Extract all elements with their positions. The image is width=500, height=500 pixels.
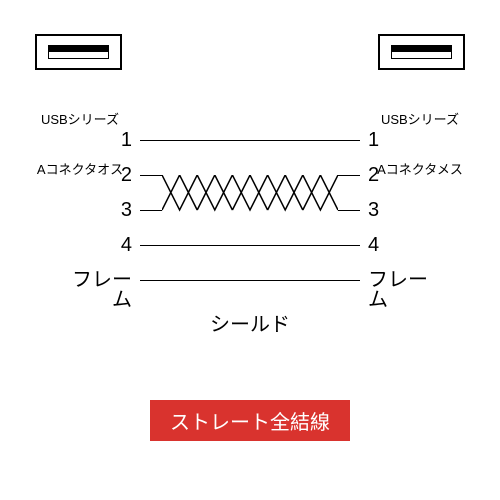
pin-label-left-2: 3 xyxy=(72,200,132,220)
wire-twist-stub-left-0 xyxy=(140,175,162,176)
pin-label-right-2: 3 xyxy=(368,200,428,220)
pin-label-left-1: 2 xyxy=(72,165,132,185)
wire-twist-stub-left-1 xyxy=(140,210,162,211)
connector-label-left-line1: USBシリーズ xyxy=(20,112,140,129)
wire-twist-stub-right-1 xyxy=(338,210,360,211)
wire-twist-stub-right-0 xyxy=(338,175,360,176)
wiring-type-badge: ストレート全結線 xyxy=(150,400,350,441)
pin-label-right-3: 4 xyxy=(368,235,428,255)
wire-straight-3 xyxy=(140,245,360,246)
pin-label-right-0: 1 xyxy=(368,130,428,150)
usb-connector-right xyxy=(378,34,465,70)
pin-label-left-3: 4 xyxy=(72,235,132,255)
connector-label-right-line1: USBシリーズ xyxy=(360,112,480,129)
twisted-pair-icon xyxy=(162,175,338,212)
shield-label: シールド xyxy=(72,308,428,337)
wiring-diagram: 11223344フレームフレームシールド xyxy=(72,140,428,340)
pin-label-right-4: フレーム xyxy=(368,270,428,310)
pin-label-left-4: フレーム xyxy=(72,270,132,310)
pin-label-right-1: 2 xyxy=(368,165,428,185)
wire-straight-4 xyxy=(140,280,360,281)
usb-connector-left xyxy=(35,34,122,70)
pin-label-left-0: 1 xyxy=(72,130,132,150)
wire-straight-0 xyxy=(140,140,360,141)
